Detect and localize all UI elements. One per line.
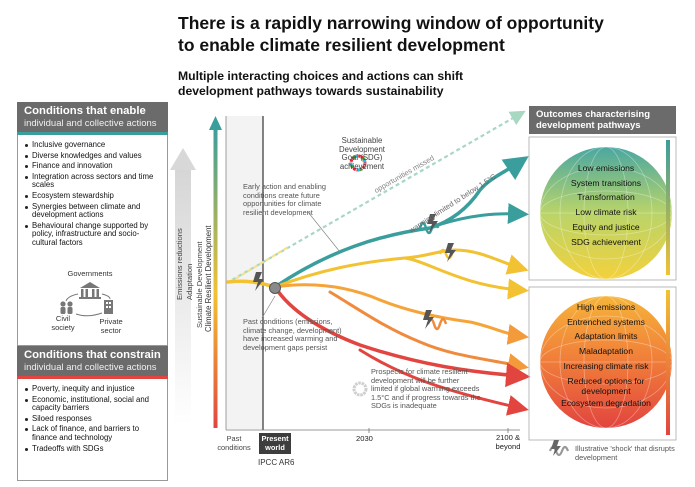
sdg-annotation: Sustainable Development Goal (SDG) achie… xyxy=(322,136,402,171)
lightning-icon xyxy=(445,243,456,262)
private-sector-label: Private sector xyxy=(99,317,123,335)
actors-diagram xyxy=(60,282,113,317)
positive-color-bar xyxy=(666,140,670,275)
constrain-item: Tradeoffs with SDGs xyxy=(24,444,161,454)
constrain-item: Siloed responses xyxy=(24,414,161,424)
outcomes-heading: Outcomes characterising development path… xyxy=(529,106,676,134)
ipcc-ar6-label: IPCC AR6 xyxy=(258,458,295,467)
negative-outcome: Ecosystem degradation xyxy=(561,397,651,408)
year-2100-label: 2100 & beyond xyxy=(495,433,521,451)
sdg-wheel-icon xyxy=(349,154,367,172)
crd-label: Climate Resilient Development xyxy=(204,225,213,332)
enable-panel-header: Conditions that enable individual and co… xyxy=(17,102,168,135)
enable-heading: Conditions that enable xyxy=(24,105,146,117)
enable-item: Finance and innovation xyxy=(24,162,161,171)
emissions-reductions-label: Emissions reductions xyxy=(175,228,184,300)
enable-item: Inclusive governance xyxy=(24,140,161,150)
title-line-2: to enable climate resilient development xyxy=(178,35,505,55)
enable-list: Inclusive governance Diverse knowledges … xyxy=(18,135,167,254)
positive-outcome: System transitions xyxy=(570,177,642,188)
enable-subheading: individual and collective actions xyxy=(24,118,157,129)
subtitle: Multiple interacting choices and actions… xyxy=(178,69,648,99)
negative-outcome: Reduced options for development xyxy=(567,375,645,396)
constrain-item: Poverty, inequity and injustice xyxy=(24,384,161,394)
subtitle-line-2: development pathways towards sustainabil… xyxy=(178,84,444,98)
positive-outcomes-list: Low emissions System transitions Transfo… xyxy=(545,163,667,251)
enable-panel-body: Inclusive governance Diverse knowledges … xyxy=(17,135,168,346)
positive-outcome: Transformation xyxy=(577,192,635,203)
civil-society-label: Civil society xyxy=(51,314,75,332)
lightning-icon xyxy=(253,272,264,291)
branch-point xyxy=(269,282,281,294)
constrain-panel: Conditions that constrain individual and… xyxy=(17,346,168,481)
office-building-icon xyxy=(104,300,113,314)
negative-outcomes-frame xyxy=(528,286,677,441)
annotation-leader xyxy=(261,295,276,319)
title-line-1: There is a rapidly narrowing window of o… xyxy=(178,13,604,33)
negative-outcome: Increasing climate risk xyxy=(563,360,649,371)
constrain-item: Lack of finance, and barriers to finance… xyxy=(24,425,161,442)
constrain-list: Poverty, inequity and injustice Economic… xyxy=(18,379,167,459)
early-yellow-dash xyxy=(229,245,291,283)
governments-label: Governments xyxy=(67,269,113,278)
adaptation-label: Adaptation xyxy=(185,263,194,300)
constrain-panel-header: Conditions that constrain individual and… xyxy=(17,346,168,379)
enable-panel: Conditions that enable individual and co… xyxy=(17,102,168,346)
year-2030-label: 2030 xyxy=(356,434,373,443)
shock-legend-icon xyxy=(548,440,570,457)
sdg-line-2: Goal (SDG) achievement xyxy=(339,153,385,171)
positive-outcomes-globe xyxy=(539,146,673,280)
negative-outcome: Adaptation limits xyxy=(574,331,638,342)
negative-outcomes-list: High emissions Entrenched systems Adapta… xyxy=(547,302,665,413)
positive-outcomes-frame xyxy=(528,136,677,281)
negative-outcome: Maladaptation xyxy=(579,346,633,357)
positive-outcome: SDG achievement xyxy=(571,236,641,247)
shock-legend-label: Illustrative 'shock' that disrupts devel… xyxy=(575,444,675,462)
main-title: There is a rapidly narrowing window of o… xyxy=(178,12,678,56)
people-icon xyxy=(60,301,73,314)
past-conditions-tick-label: Past conditions xyxy=(217,434,251,452)
negative-outcomes-globe xyxy=(539,295,673,429)
negative-outcome: Entrenched systems xyxy=(567,316,645,327)
prospects-note: Prospects for climate resilient developm… xyxy=(371,367,481,411)
constrain-item: Economic, institutional, social and capa… xyxy=(24,395,161,413)
positive-outcome: Low emissions xyxy=(577,163,635,173)
enable-item: Behavioural change supported by policy, … xyxy=(24,221,161,248)
enable-item: Synergies between climate and developmen… xyxy=(24,202,161,220)
past-conditions-note: Past conditions (emissions, climate chan… xyxy=(243,317,342,352)
negative-color-bar xyxy=(666,290,670,435)
constrain-heading: Conditions that constrain xyxy=(24,349,161,361)
lightning-icon xyxy=(427,214,438,233)
pathways xyxy=(226,156,531,416)
government-building-icon xyxy=(79,282,101,299)
present-world-label: Present world xyxy=(259,433,291,454)
enable-item: Integration across sectors and time scal… xyxy=(24,172,161,190)
early-action-note: Early action and enabling conditions cre… xyxy=(243,182,326,217)
enable-item: Diverse knowledges and values xyxy=(24,151,161,161)
enable-item: Ecosystem stewardship xyxy=(24,191,161,201)
positive-outcome: Low climate risk xyxy=(575,207,637,218)
crd-axis-arrow xyxy=(209,116,222,428)
positive-outcome: Equity and justice xyxy=(572,221,640,232)
constrain-panel-body: Poverty, inequity and injustice Economic… xyxy=(17,379,168,481)
faded-sdg-icon xyxy=(352,381,368,397)
background-arrow xyxy=(170,148,196,425)
outcomes-heading-line-1: Outcomes characterising xyxy=(536,109,651,120)
subtitle-line-1: Multiple interacting choices and actions… xyxy=(178,69,464,83)
outcomes-heading-line-2: development pathways xyxy=(536,120,641,131)
cycle-arrows xyxy=(65,293,111,317)
lightning-icon xyxy=(423,310,434,329)
negative-outcome: High emissions xyxy=(576,302,636,312)
annotation-leader xyxy=(307,211,341,253)
sdg-line-1: Sustainable Development xyxy=(339,136,385,154)
constrain-subheading: individual and collective actions xyxy=(24,362,157,373)
